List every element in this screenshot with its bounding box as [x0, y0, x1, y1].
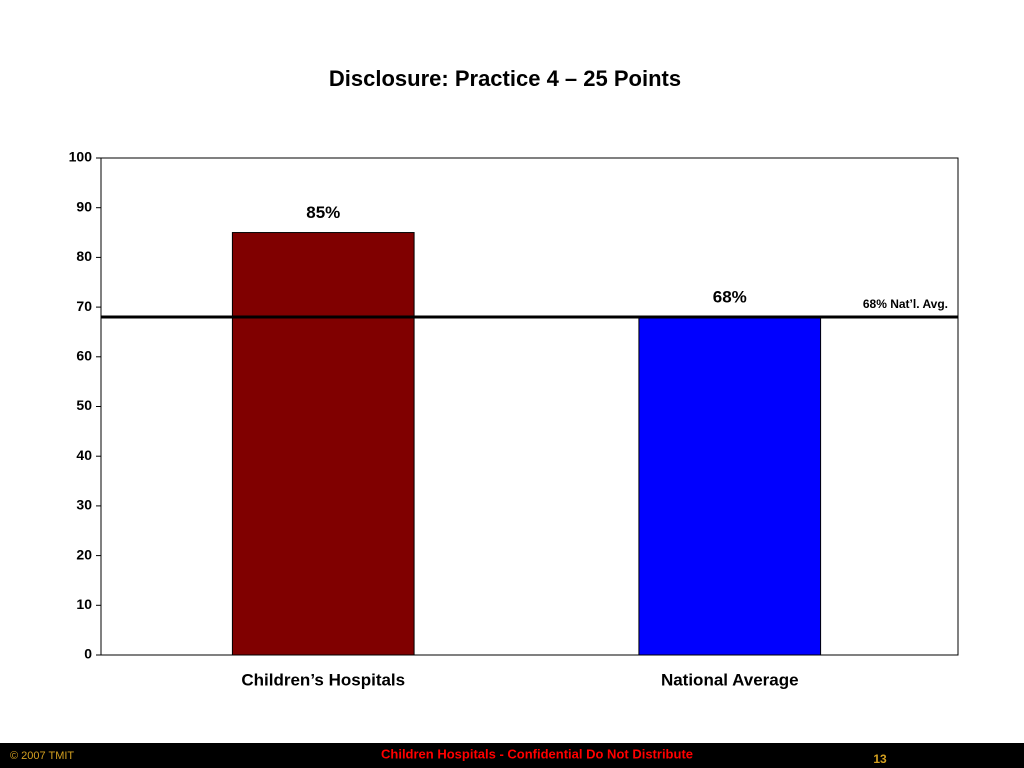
chart-title: Disclosure: Practice 4 – 25 Points — [329, 66, 681, 91]
bar — [638, 316, 822, 656]
reference-label: 68% Nat’l. Avg. — [863, 297, 948, 311]
y-tick-label: 90 — [76, 198, 92, 214]
value-label: 85% — [306, 203, 340, 222]
page-number: 13 — [873, 752, 887, 766]
y-tick-label: 30 — [76, 497, 92, 513]
footer-copyright: © 2007 TMIT — [10, 750, 74, 762]
bar — [231, 232, 415, 656]
y-tick-label: 20 — [76, 546, 92, 562]
footer-confidential: Children Hospitals - Confidential Do Not… — [381, 746, 693, 761]
y-tick-label: 40 — [76, 447, 92, 463]
value-label: 68% — [713, 288, 747, 307]
x-tick-label: National Average — [661, 670, 799, 689]
y-tick-label: 70 — [76, 298, 92, 314]
y-tick-label: 10 — [76, 596, 92, 612]
plot-frame — [100, 157, 959, 656]
y-tick-label: 100 — [69, 149, 93, 165]
x-tick-label: Children’s Hospitals — [241, 670, 405, 689]
y-tick-label: 80 — [76, 248, 92, 264]
y-tick-label: 60 — [76, 348, 92, 364]
footer-band — [0, 743, 1024, 768]
y-tick-label: 50 — [76, 397, 92, 413]
y-tick-label: 0 — [84, 646, 92, 662]
